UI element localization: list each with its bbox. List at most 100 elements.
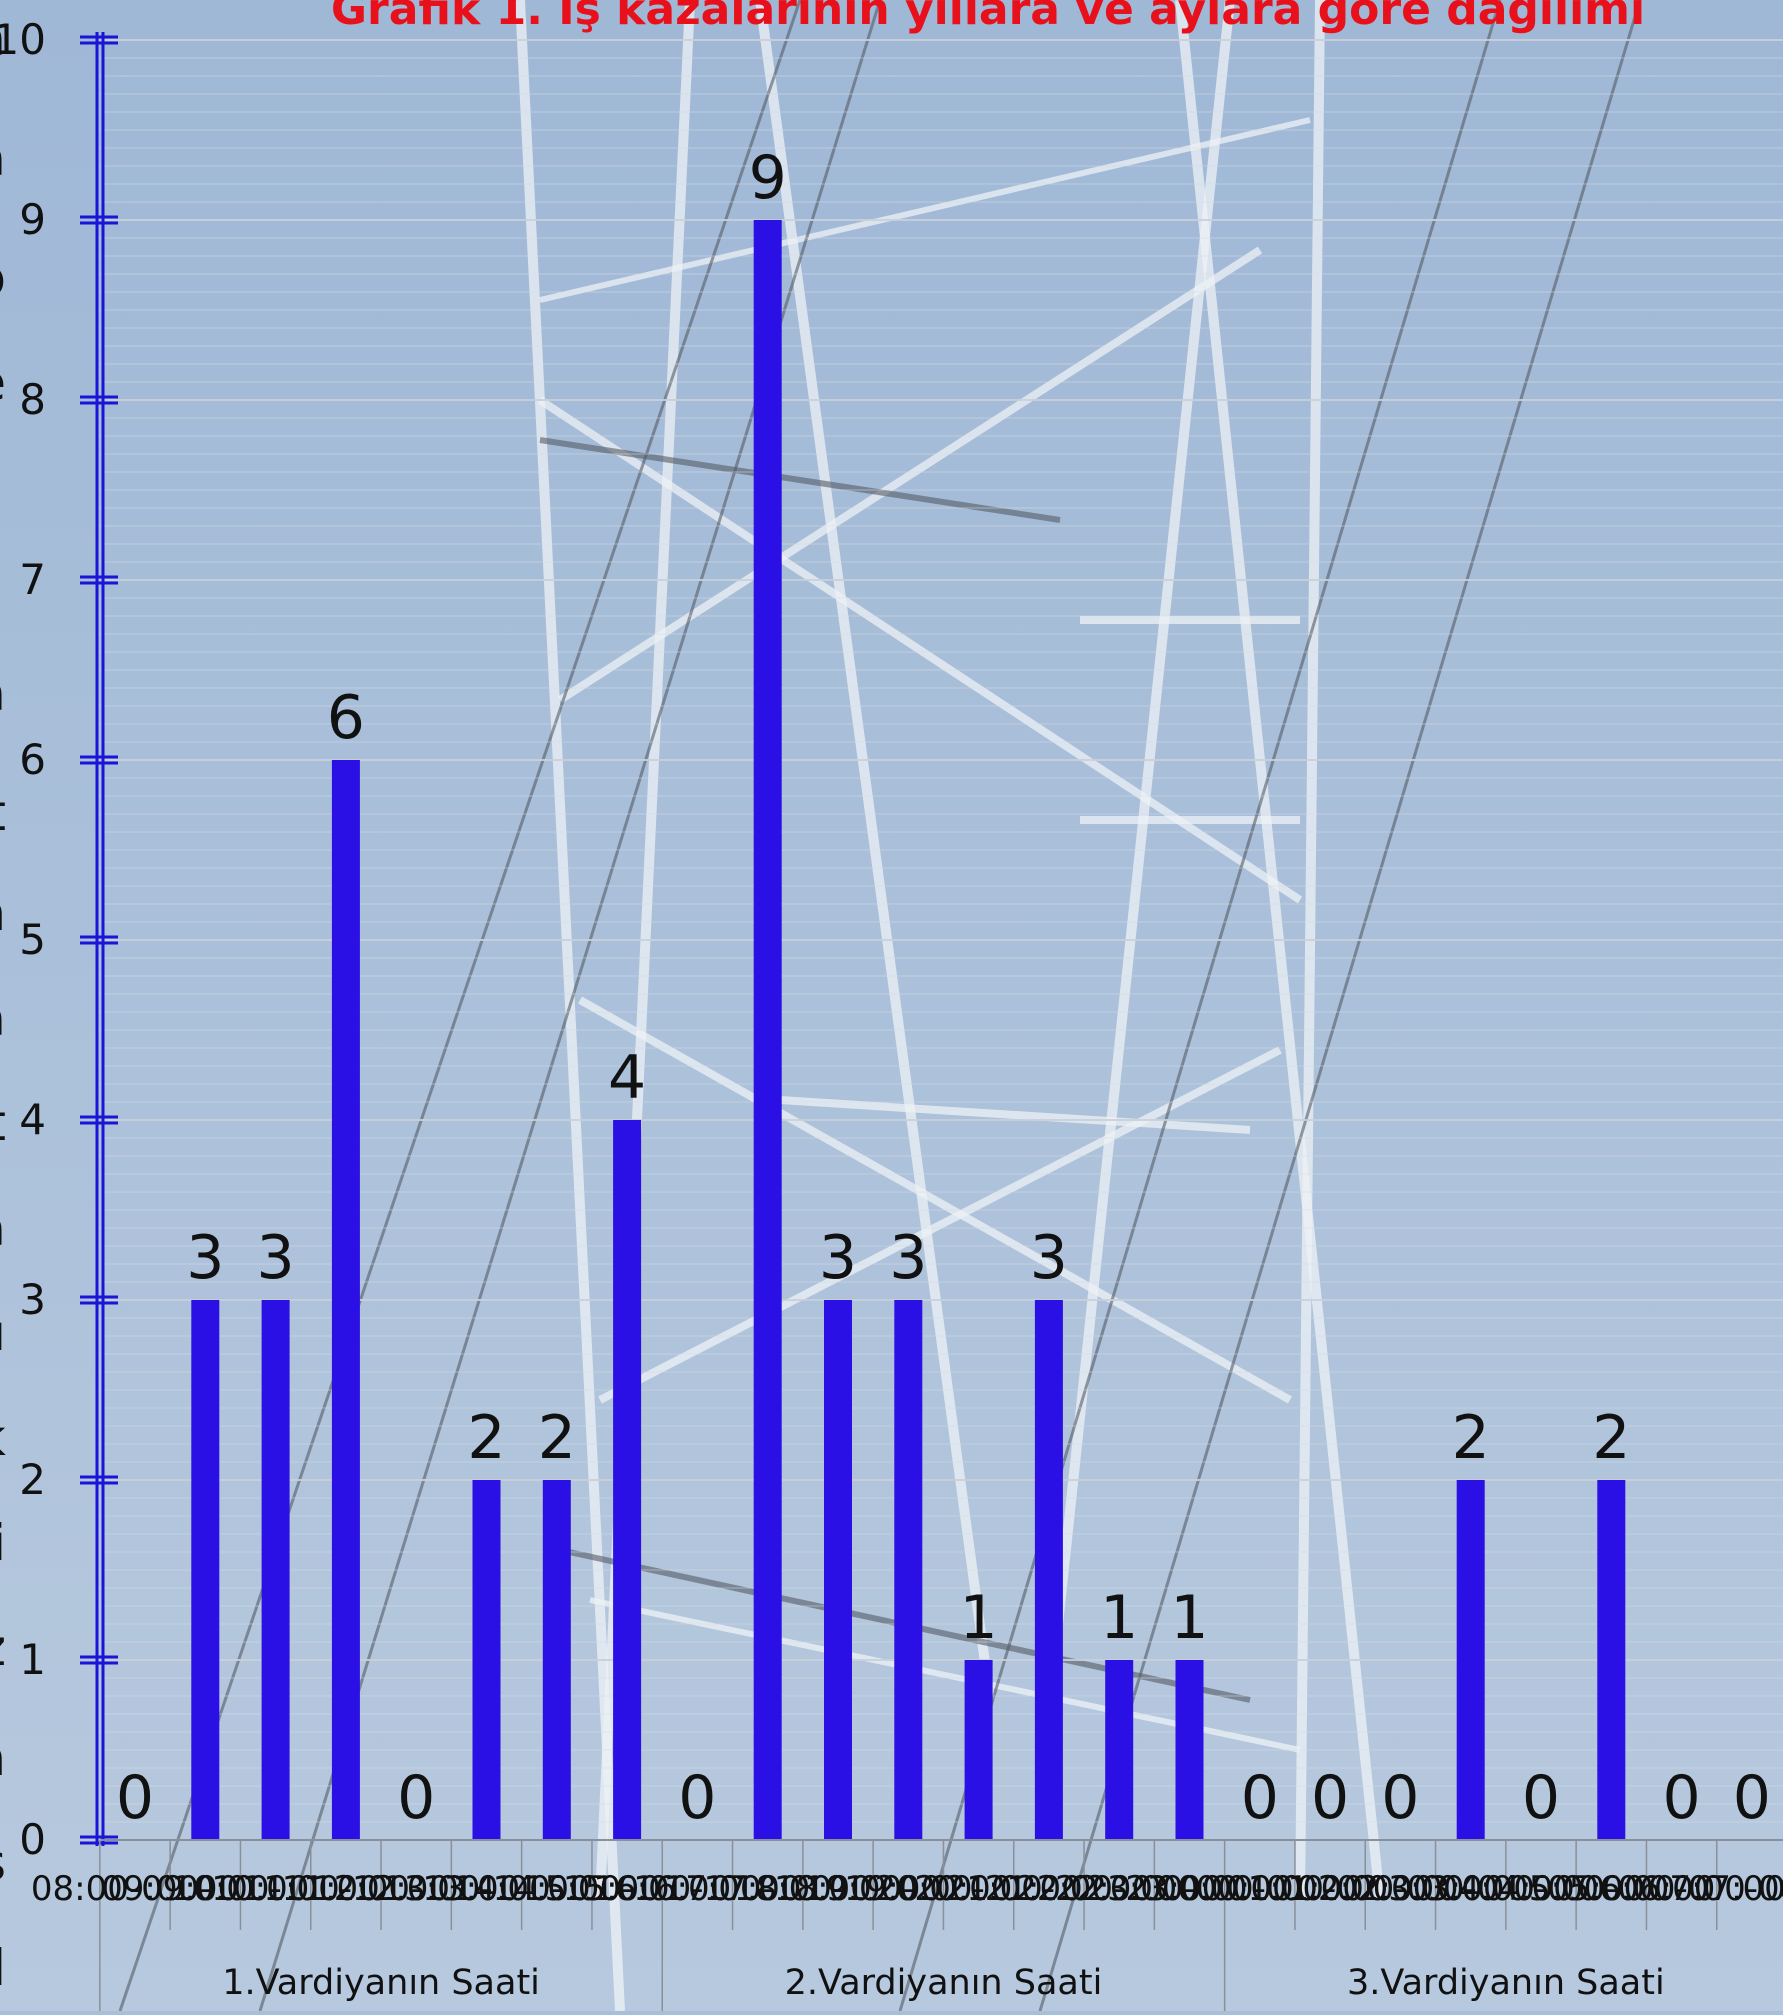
bar — [1456, 1480, 1485, 1840]
x-tick-label: 16:00-17:00 — [593, 1869, 801, 1909]
x-tick-label: 15:00-16:00 — [523, 1869, 731, 1909]
x-tick-label: 14:00-15:00 — [453, 1869, 661, 1909]
data-label: 0 — [678, 1763, 716, 1833]
bar — [542, 1480, 571, 1840]
y-tick-label: 8 — [19, 375, 46, 424]
bar — [261, 1300, 290, 1840]
bar — [1034, 1300, 1063, 1840]
y-tick-label: 3 — [19, 1275, 46, 1324]
x-tick-label: 07:00-08:00 — [1648, 1869, 1783, 1909]
shift-group-labels: 1.Vardiyanın Saati 2.Vardiyanın Saati 3.Va… — [222, 1963, 1665, 2003]
x-group-label: 3.Vardiyanın Saati — [1347, 1963, 1665, 2003]
y-tick-label: 4 — [19, 1095, 46, 1144]
bar — [894, 1300, 923, 1840]
data-label: 0 — [1241, 1763, 1279, 1833]
chart-title: Grafik 1. İş kazalarının yıllara ve ayla… — [331, 0, 1645, 35]
x-tick-label: 13:00-14:00 — [382, 1869, 590, 1909]
data-label: 0 — [1311, 1763, 1349, 1833]
bar — [191, 1300, 220, 1840]
power-lines — [118, 0, 1642, 2012]
bar — [1175, 1660, 1204, 1840]
y-tick-label: 10 — [0, 15, 46, 64]
edge-letter: a — [0, 664, 6, 722]
data-label: 3 — [889, 1223, 927, 1293]
edge-letter: n — [0, 1729, 6, 1787]
edge-letter: i — [0, 1514, 6, 1572]
x-tick-label: 20:00-21:00 — [874, 1869, 1082, 1909]
bar — [613, 1120, 642, 1840]
bar — [472, 1480, 501, 1840]
data-label: 3 — [1030, 1223, 1068, 1293]
edge-letter: ı — [0, 1304, 6, 1362]
bar — [331, 760, 360, 1840]
edge-letter: a — [0, 9, 6, 67]
edge-letter: e — [0, 354, 6, 412]
y-tick-label: 2 — [19, 1455, 46, 1504]
x-tick-label: 10:00-11:00 — [171, 1869, 379, 1909]
y-tick-label: 0 — [19, 1815, 46, 1864]
gridlines — [100, 39, 1783, 1841]
x-tick-label: 22:00-23:00 — [1015, 1869, 1223, 1909]
x-tick-label: 19:00-20:00 — [804, 1869, 1012, 1909]
data-label: 1 — [1100, 1583, 1138, 1653]
data-label: 0 — [397, 1763, 435, 1833]
edge-letter: k — [0, 1409, 6, 1467]
y-tick-label: 5 — [19, 915, 46, 964]
x-tick-label: 08:00-09:00 — [31, 1869, 239, 1909]
data-label: 2 — [1592, 1403, 1630, 1473]
x-group-label: 2.Vardiyanın Saati — [785, 1963, 1103, 2003]
data-label: 0 — [1522, 1763, 1560, 1833]
edge-letter: l — [0, 1939, 6, 1997]
edge-letter: a — [0, 129, 6, 187]
data-label: 6 — [327, 683, 365, 753]
data-label: 0 — [1733, 1763, 1771, 1833]
y-tick-label: 7 — [19, 555, 46, 604]
data-label: 3 — [257, 1223, 295, 1293]
data-label: 3 — [186, 1223, 224, 1293]
data-label: 0 — [116, 1763, 154, 1833]
data-label: 4 — [608, 1043, 646, 1113]
x-tick-label: 04:00-05:00 — [1437, 1869, 1645, 1909]
x-tick-label: 21:00-22:00 — [945, 1869, 1153, 1909]
x-tick-label: 00:00-01:00 — [1156, 1869, 1364, 1909]
bar — [964, 1660, 993, 1840]
edge-letter: a — [0, 1199, 6, 1257]
data-label: 0 — [1381, 1763, 1419, 1833]
bar — [753, 220, 782, 1840]
x-tick-label: 09:00-10:00 — [101, 1869, 309, 1909]
x-tick-label: 03:00-04:00 — [1367, 1869, 1575, 1909]
data-label: 3 — [819, 1223, 857, 1293]
x-tick-label: 12:00-13:00 — [312, 1869, 520, 1909]
edge-letter: t — [0, 784, 6, 842]
data-label: 1 — [1170, 1583, 1208, 1653]
edge-letter: ş — [0, 1834, 6, 1892]
x-tick-label: 17:00-18:00 — [664, 1869, 872, 1909]
data-label: 0 — [1663, 1763, 1701, 1833]
edge-letter: n — [0, 884, 6, 942]
edge-letter: z — [0, 1619, 6, 1677]
left-edge-letters: aabeatnataıkiznşl — [0, 9, 6, 1997]
y-tick-label: 1 — [19, 1635, 46, 1684]
x-tick-label: 11:00-12:00 — [242, 1869, 450, 1909]
bars — [191, 220, 1626, 1840]
edge-letter: a — [0, 989, 6, 1047]
y-tick-label: 9 — [19, 195, 46, 244]
bar — [824, 1300, 852, 1840]
x-axis: 08:00-09:0009:00-10:0010:00-11:0011:00-1… — [31, 1839, 1783, 2011]
bar — [1105, 1660, 1134, 1840]
x-tick-label: 02:00-03:00 — [1296, 1869, 1504, 1909]
x-tick-label: 01:00-02:00 — [1226, 1869, 1434, 1909]
data-label: 2 — [467, 1403, 505, 1473]
x-tick-label: 05:00-06:00 — [1507, 1869, 1715, 1909]
data-label: 2 — [1452, 1403, 1490, 1473]
edge-letter: b — [0, 249, 6, 307]
x-tick-label: 06:00-07:00 — [1577, 1869, 1783, 1909]
y-tick-label: 6 — [19, 735, 46, 784]
y-axis: 0 1 2 3 4 5 6 7 8 9 10 — [0, 15, 118, 1864]
data-label: 9 — [749, 143, 787, 213]
x-group-label: 1.Vardiyanın Saati — [222, 1963, 540, 2003]
x-tick-label: 18:00-19:00 — [734, 1869, 942, 1909]
